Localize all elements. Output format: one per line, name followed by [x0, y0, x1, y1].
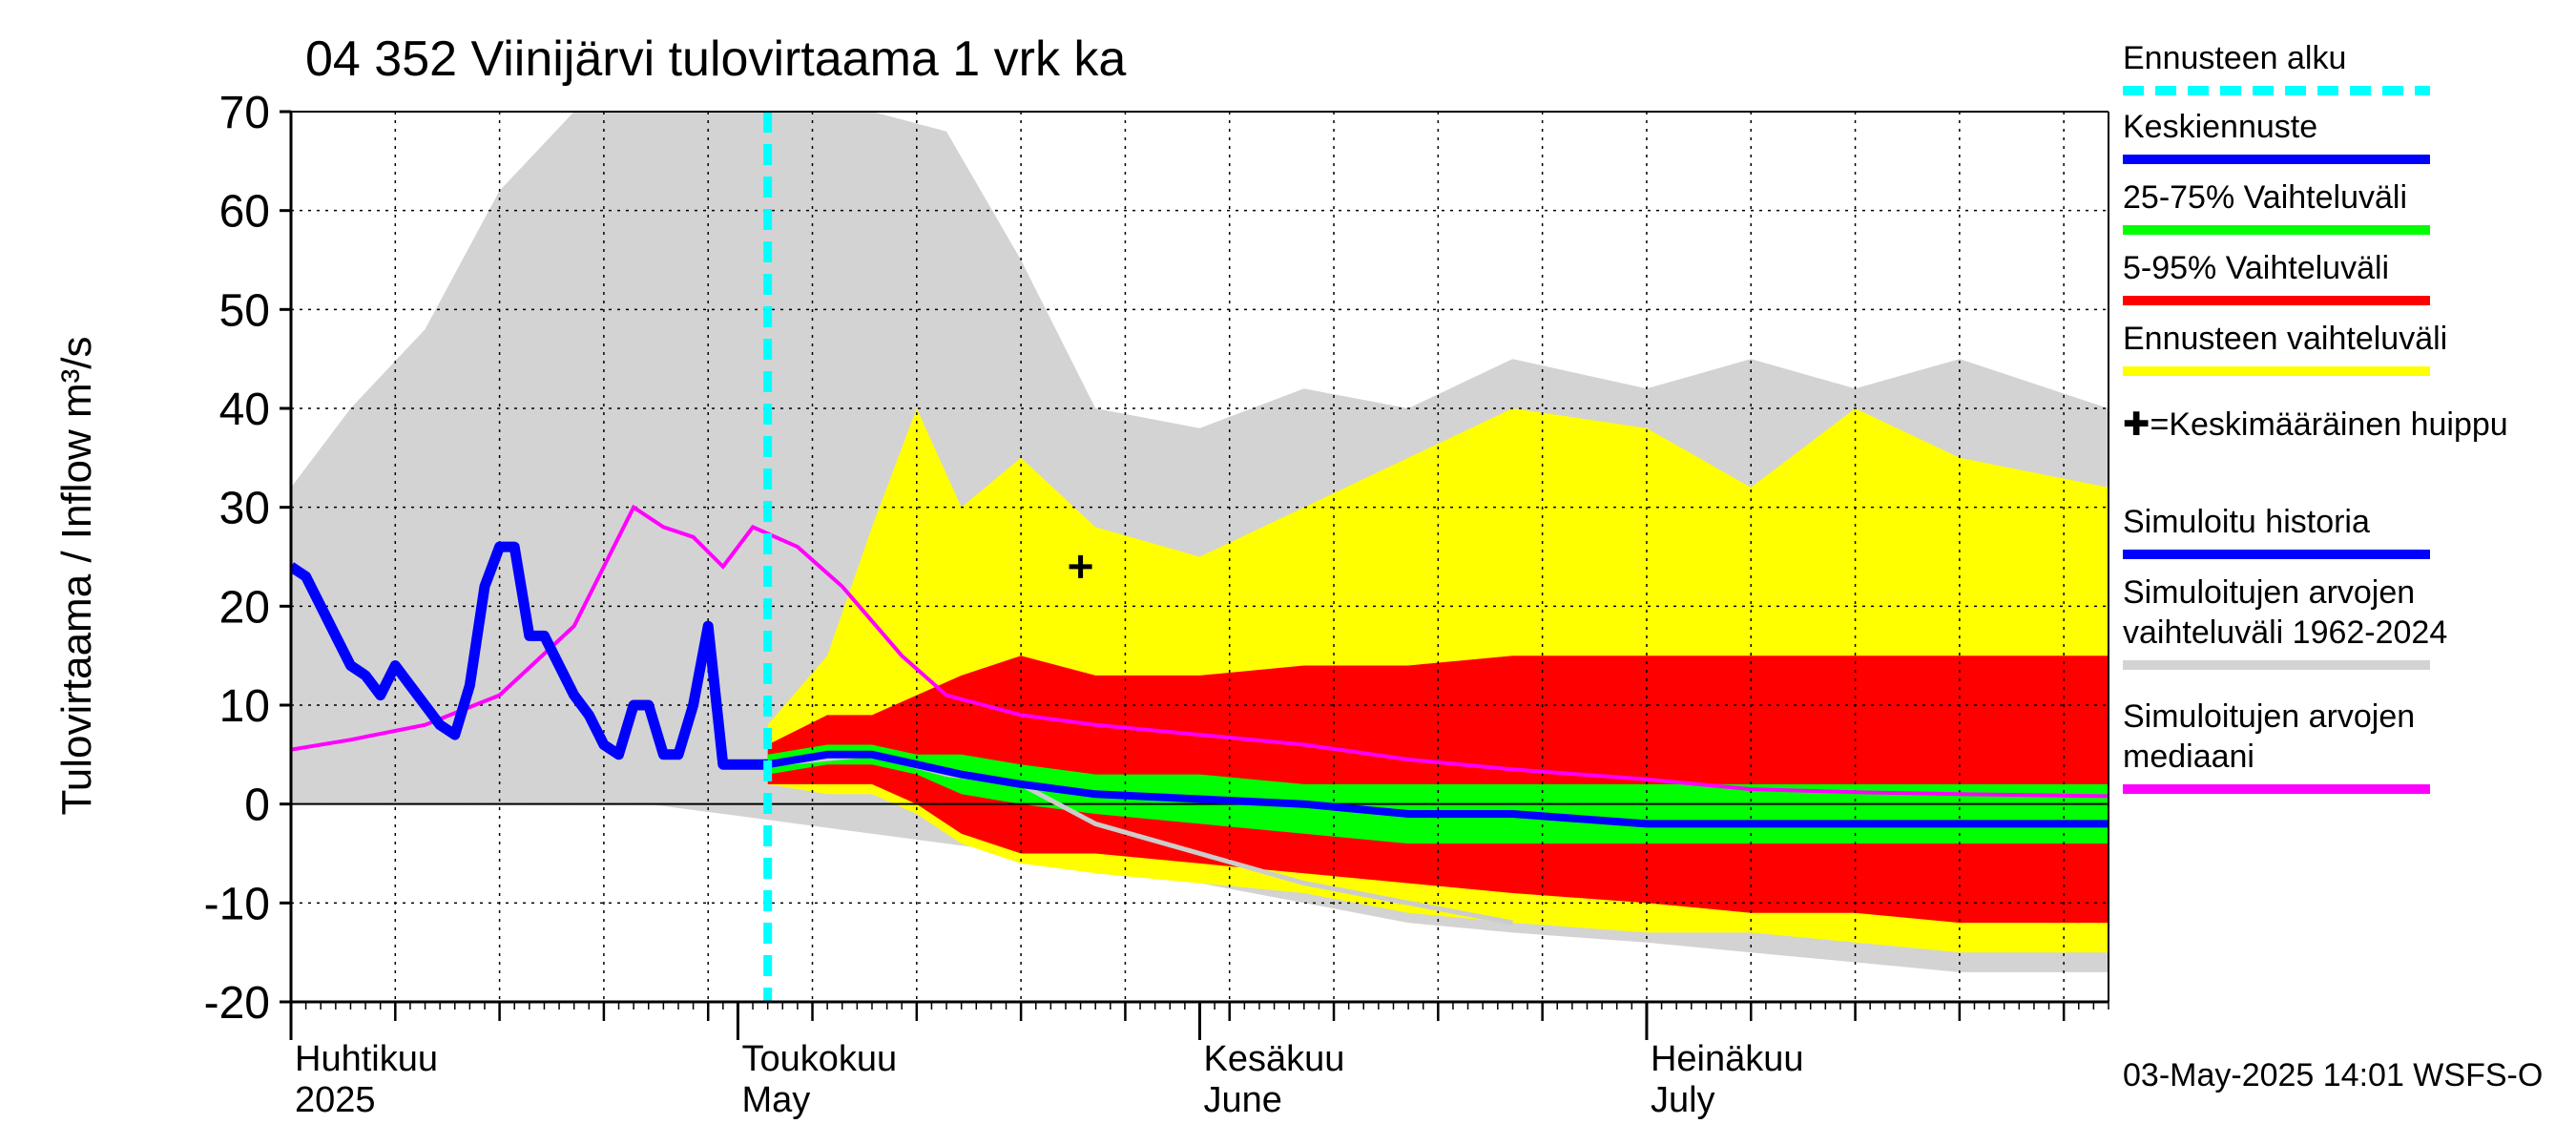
- median-line: [291, 504, 2109, 799]
- data-layer: [291, 112, 2109, 1002]
- y-tick-label: 0: [244, 781, 270, 831]
- month-label-fi: Heinäkuu: [1651, 1039, 1804, 1079]
- legend-item: 5-95% Vaihteluväli: [2123, 248, 2543, 305]
- legend-label: ✚=Keskimääräinen huippu: [2123, 406, 2508, 443]
- month-label-fi: Kesäkuu: [1204, 1039, 1345, 1079]
- legend-swatch: [2123, 155, 2430, 164]
- y-tick-label: 10: [219, 681, 270, 732]
- legend-swatch: [2123, 550, 2430, 559]
- legend-item: Simuloitu historia: [2123, 502, 2543, 559]
- legend-label: Keskiennuste: [2123, 109, 2318, 145]
- legend-item: Simuloitujen arvojen vaihteluväli 1962-2…: [2123, 572, 2543, 670]
- month-label-en: July: [1651, 1080, 1715, 1120]
- y-tick-label: -20: [204, 978, 270, 1029]
- y-axis-label: Tulovirtaama / Inflow m³/s: [53, 336, 100, 815]
- legend-swatch: [2123, 784, 2430, 794]
- month-label-en: June: [1204, 1080, 1282, 1120]
- chart-title: 04 352 Viinijärvi tulovirtaama 1 vrk ka: [305, 31, 1127, 87]
- legend-swatch: [2123, 660, 2430, 670]
- legend-item: Ennusteen vaihteluväli: [2123, 319, 2543, 376]
- legend-swatch: [2123, 296, 2430, 305]
- legend-label: Ennusteen vaihteluväli: [2123, 321, 2448, 357]
- forecast-median-line: [767, 750, 2109, 828]
- y-tick-label: 20: [219, 582, 270, 633]
- y-tick-label: 70: [219, 88, 270, 138]
- timestamp-footer: 03-May-2025 14:01 WSFS-O: [2123, 1057, 2544, 1093]
- legend-item: ✚=Keskimääräinen huippu: [2123, 405, 2543, 445]
- month-label-en: 2025: [295, 1080, 376, 1120]
- y-tick-label: 50: [219, 285, 270, 336]
- legend-label: Simuloitu historia: [2123, 504, 2370, 540]
- legend-label: Ennusteen alku: [2123, 40, 2347, 76]
- legend-swatch: [2123, 225, 2430, 235]
- legend-swatch: [2123, 86, 2430, 95]
- legend-item: Simuloitujen arvojen mediaani: [2123, 697, 2543, 794]
- month-label-fi: Toukokuu: [741, 1039, 897, 1079]
- legend-label: 25-75% Vaihteluväli: [2123, 179, 2407, 216]
- month-label-en: May: [741, 1080, 810, 1120]
- legend-label: 5-95% Vaihteluväli: [2123, 250, 2390, 286]
- y-tick-label: 60: [219, 187, 270, 238]
- simulated-history-line: [291, 541, 768, 770]
- legend-item: Keskiennuste: [2123, 107, 2543, 164]
- y-tick-label: -10: [204, 879, 270, 929]
- legend-item: Ennusteen alku: [2123, 38, 2543, 95]
- y-tick-label: 30: [219, 484, 270, 534]
- mean-peak-marker: [1069, 554, 1092, 578]
- legend-label: Simuloitujen arvojen mediaani: [2123, 698, 2416, 775]
- y-tick-label: 40: [219, 385, 270, 435]
- band-25-75: [767, 744, 2109, 844]
- month-label-fi: Huhtikuu: [295, 1039, 438, 1079]
- legend-label: Simuloitujen arvojen vaihteluväli 1962-2…: [2123, 574, 2448, 651]
- legend-item: 25-75% Vaihteluväli: [2123, 177, 2543, 235]
- legend-swatch: [2123, 366, 2430, 376]
